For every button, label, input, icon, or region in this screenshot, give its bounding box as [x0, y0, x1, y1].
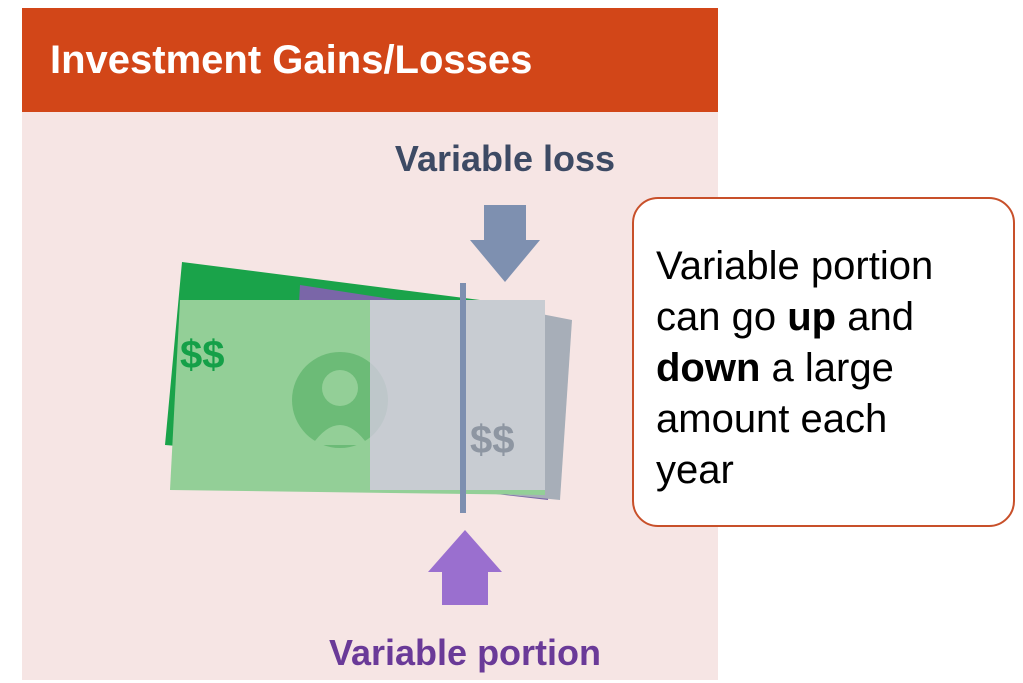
overlay — [370, 300, 545, 490]
top-label: Variable loss — [255, 138, 755, 180]
arrow-up — [428, 530, 502, 605]
callout-bold: up — [787, 295, 836, 339]
divider — [460, 283, 466, 513]
callout-text: can go — [656, 295, 787, 339]
callout-text: amount each — [656, 397, 887, 441]
bills: $$ $$ — [165, 262, 572, 513]
bottom-label: Variable portion — [215, 632, 715, 674]
callout-bold: down — [656, 346, 760, 390]
callout: Variable portion can go up and down a la… — [632, 197, 1015, 527]
callout-text: year — [656, 448, 734, 492]
callout-text: and — [836, 295, 914, 339]
callout-text: a large — [760, 346, 893, 390]
bill-back-symbol: $$ — [470, 418, 515, 462]
callout-text: Variable portion — [656, 244, 933, 288]
arrow-down — [470, 205, 540, 282]
bill-front-symbol: $$ — [180, 333, 225, 377]
portrait-head — [322, 370, 358, 406]
page: Investment Gains/Losses $$ $$ Variable l… — [0, 0, 1023, 683]
